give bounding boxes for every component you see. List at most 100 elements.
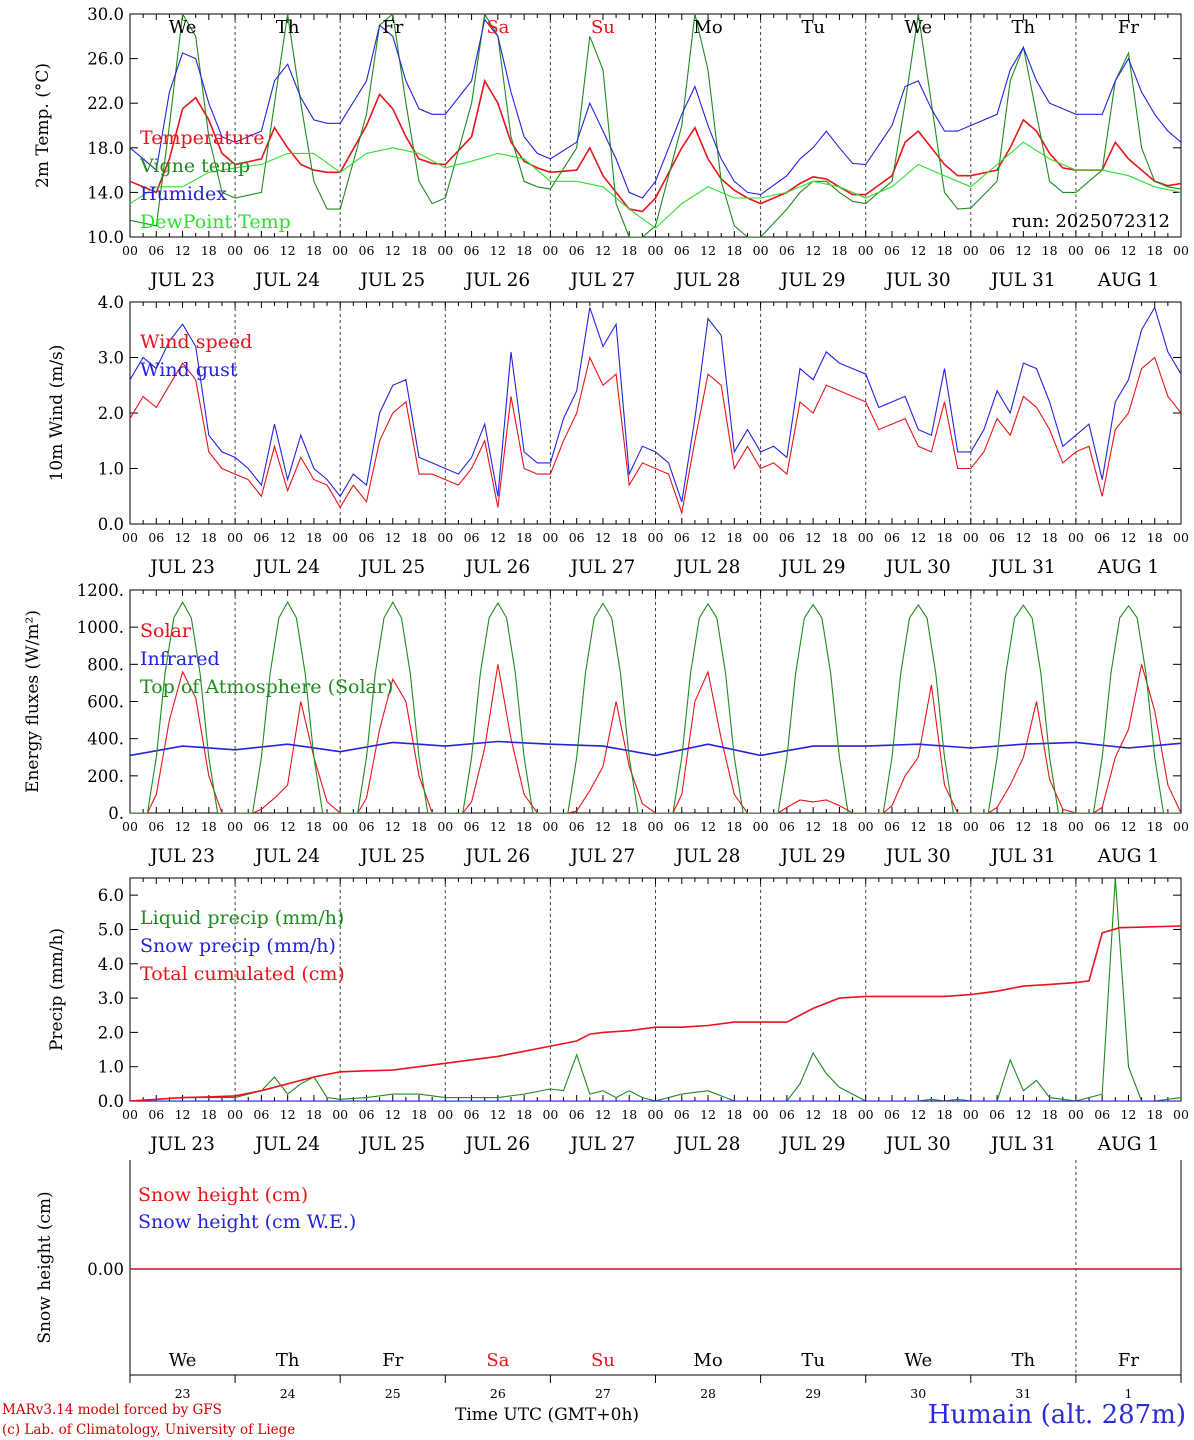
x-tick-label-hour: 00 [1068, 243, 1084, 258]
y-tick-label: 600. [87, 693, 124, 712]
series-line-vigne-temp [130, 14, 1181, 237]
x-tick-label-hour: 06 [989, 819, 1005, 834]
x-tick-label-hour: 06 [253, 819, 269, 834]
y-tick-label: 2.0 [98, 1023, 124, 1042]
x-tick-label-date: JUL 23 [148, 270, 215, 291]
location-title: Humain (alt. 287m) [927, 1400, 1186, 1430]
y-tick-label: 0. [108, 804, 124, 823]
x-tick-label-hour: 00 [332, 1107, 348, 1122]
x-tick-label-hour: 18 [411, 1107, 427, 1122]
x-axis-title: Time UTC (GMT+0h) [455, 1405, 640, 1425]
x-tick-label-hour: 12 [910, 243, 926, 258]
model-credit: MARv3.14 model forced by GFS [2, 1402, 222, 1418]
x-tick-label-hour: 12 [1015, 1107, 1031, 1122]
x-tick-label-date: JUL 24 [253, 846, 320, 867]
weekday-label: Su [591, 1350, 615, 1371]
x-tick-label-hour: 06 [359, 530, 375, 545]
x-tick-label-hour: 06 [464, 819, 480, 834]
x-tick-label-date: AUG 1 [1097, 846, 1159, 867]
series-line-total-cumulated-cm- [130, 925, 1181, 1101]
x-tick-label-hour: 00 [648, 819, 664, 834]
x-tick-label-date: JUL 31 [989, 557, 1056, 578]
legend-entry: Vigne temp [139, 155, 250, 177]
x-tick-label-hour: 18 [937, 819, 953, 834]
x-tick-label-hour: 12 [175, 819, 191, 834]
x-tick-label-hour: 00 [753, 243, 769, 258]
x-tick-label-hour: 12 [1120, 819, 1136, 834]
y-axis-label: Snow height (cm) [35, 1191, 55, 1343]
weekday-label: Th [1012, 1350, 1036, 1371]
x-tick-label-hour: 12 [490, 819, 506, 834]
x-tick-label-hour: 18 [201, 530, 217, 545]
x-tick-label-date: JUL 23 [148, 846, 215, 867]
x-tick-label-hour: 12 [595, 243, 611, 258]
x-tick-label-hour: 06 [359, 243, 375, 258]
run-annotation: run: 2025072312 [1012, 211, 1170, 232]
y-tick-label: 400. [87, 730, 124, 749]
weekday-label: Sa [486, 17, 509, 38]
y-tick-label: 2.0 [98, 404, 124, 423]
x-tick-label-hour: 00 [963, 243, 979, 258]
x-tick-label-hour: 18 [1042, 819, 1058, 834]
x-tick-label-hour: 18 [621, 819, 637, 834]
x-tick-label-hour: 06 [884, 1107, 900, 1122]
day-number-label: 28 [700, 1386, 716, 1400]
legend-entry: Snow height (cm W.E.) [138, 1211, 356, 1233]
x-tick-label-hour: 06 [569, 243, 585, 258]
x-tick-label-hour: 12 [595, 1107, 611, 1122]
y-tick-label: 4.0 [98, 293, 124, 312]
x-tick-label-date: JUL 30 [884, 557, 951, 578]
y-axis-label: 10m Wind (m/s) [47, 345, 67, 482]
x-tick-label-hour: 00 [542, 530, 558, 545]
x-tick-label-date: JUL 23 [148, 557, 215, 578]
x-tick-label-date: JUL 28 [674, 846, 741, 867]
legend-entry: Solar [140, 620, 192, 642]
series-line-top-of-atmosphere-solar- [130, 600, 1181, 813]
x-tick-label-hour: 06 [884, 819, 900, 834]
x-tick-label-hour: 06 [674, 819, 690, 834]
x-tick-label-hour: 00 [122, 530, 138, 545]
x-tick-label-hour: 18 [201, 819, 217, 834]
legend-entry: Wind speed [140, 331, 252, 353]
x-tick-label-hour: 00 [437, 243, 453, 258]
x-tick-label-hour: 18 [621, 243, 637, 258]
day-number-label: 24 [280, 1386, 296, 1400]
y-tick-label: 1200. [77, 581, 124, 600]
x-tick-label-date: JUL 24 [253, 557, 320, 578]
x-tick-label-hour: 06 [569, 1107, 585, 1122]
x-tick-label-hour: 18 [831, 1107, 847, 1122]
x-tick-label-hour: 12 [700, 243, 716, 258]
x-tick-label-hour: 06 [359, 819, 375, 834]
x-tick-label-hour: 00 [753, 1107, 769, 1122]
lab-credit: (c) Lab. of Climatology, University of L… [2, 1422, 296, 1438]
y-tick-label: 26.0 [87, 50, 124, 69]
x-tick-label-date: JUL 25 [358, 846, 425, 867]
x-tick-label-date: JUL 31 [989, 270, 1056, 291]
weekday-label: Su [591, 17, 615, 38]
x-tick-label-hour: 18 [621, 530, 637, 545]
x-tick-label-hour: 00 [1068, 530, 1084, 545]
x-tick-label-hour: 12 [910, 819, 926, 834]
day-number-label: 23 [175, 1386, 191, 1400]
x-tick-label-hour: 06 [569, 530, 585, 545]
x-tick-label-hour: 00 [332, 530, 348, 545]
x-tick-label-date: JUL 26 [463, 1134, 530, 1155]
x-tick-label-hour: 12 [175, 530, 191, 545]
y-tick-label: 0.00 [87, 1260, 124, 1279]
x-tick-label-hour: 18 [516, 530, 532, 545]
y-axis-label: Energy fluxes (W/m²) [23, 610, 43, 793]
legend-entry: Total cumulated (cm) [140, 963, 345, 985]
x-tick-label-hour: 00 [227, 1107, 243, 1122]
series-line-wind-speed [130, 355, 1181, 516]
x-tick-label-hour: 00 [1173, 530, 1189, 545]
y-tick-label: 5.0 [98, 920, 124, 939]
x-tick-label-hour: 12 [1015, 819, 1031, 834]
x-tick-label-date: JUL 29 [779, 1134, 846, 1155]
legend-entry: Snow precip (mm/h) [140, 935, 336, 957]
x-tick-label-hour: 00 [1068, 1107, 1084, 1122]
x-tick-label-hour: 18 [306, 530, 322, 545]
x-tick-label-hour: 12 [385, 819, 401, 834]
x-tick-label-hour: 06 [1094, 1107, 1110, 1122]
x-tick-label-hour: 06 [779, 530, 795, 545]
weekday-label: Fr [382, 17, 403, 38]
